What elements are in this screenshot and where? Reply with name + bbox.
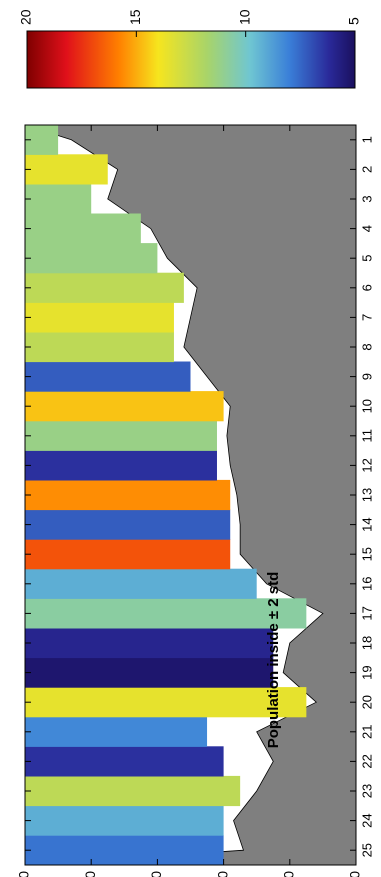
x-tick-label: 20 — [82, 871, 98, 877]
heatmap-cell — [25, 183, 92, 215]
y-tick-label: 16 — [359, 577, 374, 591]
y-tick-label: 2 — [359, 166, 374, 173]
y-tick-label: 10 — [359, 399, 374, 413]
heatmap-cell — [25, 272, 184, 303]
heatmap-cell — [25, 509, 231, 540]
heatmap-cell — [25, 598, 307, 629]
x-tick-label: 40 — [148, 871, 164, 877]
heatmap-cell — [25, 805, 224, 836]
y-tick-label: 12 — [359, 458, 374, 472]
y-tick-label: 22 — [359, 754, 374, 768]
heatmap-cell — [25, 835, 224, 865]
heatmap-cell — [25, 331, 174, 363]
heatmap-cell — [25, 627, 274, 659]
colorbar-tick-label: 15 — [127, 9, 143, 25]
heatmap-cell — [25, 391, 224, 422]
y-tick-label: 19 — [359, 665, 374, 679]
heatmap-cell — [25, 420, 217, 451]
colorbar-tick-label: 10 — [236, 9, 252, 25]
y-tick-label: 17 — [359, 606, 374, 620]
y-tick-label: 6 — [359, 284, 374, 291]
x-tick-label: 80 — [281, 871, 297, 877]
y-tick-label: 15 — [359, 547, 374, 561]
chart-annotation: Population inside ± 2 std — [265, 572, 282, 749]
y-tick-label: 4 — [359, 225, 374, 232]
y-tick-label: 18 — [359, 636, 374, 650]
heatmap-cell — [25, 746, 224, 777]
y-tick-label: 14 — [359, 517, 374, 531]
y-axis: 2524232221201918171615141312111098765432… — [25, 136, 374, 857]
colorbar-ticks: 20 15 10 5 — [18, 9, 362, 37]
y-tick-label: 24 — [359, 813, 374, 827]
y-tick-label: 8 — [359, 343, 374, 350]
heatmap-cell — [25, 657, 274, 688]
y-tick-label: 11 — [359, 429, 374, 443]
y-tick-label: 7 — [359, 314, 374, 321]
heatmap-cell — [25, 450, 217, 481]
colorbar-tick-label: 20 — [18, 9, 34, 25]
x-axis: 0 20 40 60 80 100 — [16, 125, 363, 877]
y-tick-label: 5 — [359, 255, 374, 262]
y-tick-label: 21 — [359, 725, 374, 739]
x-tick-label: 100 — [347, 871, 363, 877]
heatmap-cell — [25, 539, 231, 570]
x-tick-label: 0 — [16, 871, 32, 877]
y-tick-label: 3 — [359, 195, 374, 202]
colorbar-gradient — [26, 30, 356, 89]
heatmap-cell — [25, 775, 241, 807]
heatmap-cell — [25, 213, 141, 244]
heatmap-cell — [25, 568, 257, 599]
heatmap-cell — [25, 361, 191, 392]
y-tick-label: 20 — [359, 695, 374, 709]
heatmap-plot: 020406080100 252423222120191817161514131… — [16, 124, 374, 877]
colorbar-tick-label: 5 — [346, 17, 362, 25]
y-tick-label: 1 — [359, 136, 374, 143]
heatmap-cell — [25, 687, 307, 718]
colorbar: 20 15 10 5 — [18, 9, 362, 89]
y-tick-label: 23 — [359, 784, 374, 798]
y-tick-label: 9 — [359, 373, 374, 380]
heatmap-cell — [25, 716, 208, 747]
heatmap-cell — [25, 302, 174, 333]
heatmap-cell — [25, 243, 158, 274]
heatmap-cell — [25, 479, 231, 511]
y-tick-label: 13 — [359, 488, 374, 502]
y-tick-label: 25 — [359, 843, 374, 857]
x-tick-label: 60 — [214, 871, 230, 877]
heatmap-cell — [25, 154, 108, 185]
